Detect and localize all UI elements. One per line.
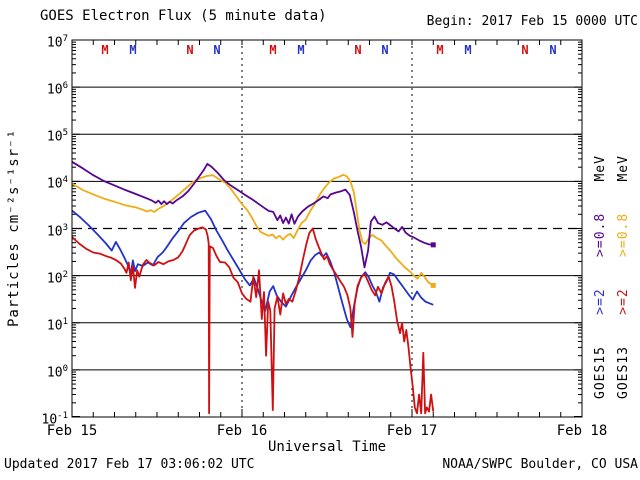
legend-goes15-ge2: >=2	[592, 288, 608, 315]
legend-goes15-ge08: >=0.8	[592, 212, 608, 257]
marker-n-goes13: N	[186, 43, 194, 57]
marker-m-goes15: M	[129, 43, 137, 57]
credit-text: NOAA/SWPC Boulder, CO USA	[442, 457, 638, 472]
series-e13_08	[71, 173, 434, 287]
plot-border	[71, 39, 583, 418]
y-tick-label: 106	[46, 81, 68, 98]
marker-m-goes13: M	[101, 43, 109, 57]
marker-n-goes15: N	[213, 43, 221, 57]
x-tick-label: Feb 18	[556, 423, 608, 439]
series-e15_08	[71, 161, 434, 269]
legend-goes15-satellite: GOES15	[592, 346, 608, 399]
updated-timestamp: Updated 2017 Feb 17 03:06:02 UTC	[4, 457, 255, 472]
y-tick-label: 102	[46, 269, 68, 286]
legend-goes15-mev: MeV	[592, 155, 608, 182]
legend-goes13-mev: MeV	[615, 155, 631, 182]
y-tick-label: 107	[46, 34, 68, 51]
y-tick-label: 104	[46, 175, 68, 192]
y-tick-label: 103	[46, 222, 68, 239]
x-tick-label: Feb 16	[216, 423, 268, 439]
series-end-marker-e13_08	[430, 282, 436, 288]
legend-goes13-ge2: >=2	[615, 288, 631, 315]
marker-n-goes13: N	[521, 43, 529, 57]
series-e13_2	[71, 226, 435, 415]
y-tick-label: 105	[46, 128, 68, 145]
x-axis-label: Universal Time	[267, 439, 387, 455]
chart-title: GOES Electron Flux (5 minute data)	[40, 8, 327, 24]
legend-goes13: GOES13 >=2 >=0.8 MeV	[615, 155, 631, 399]
marker-m-goes15: M	[464, 43, 472, 57]
marker-m-goes13: M	[436, 43, 444, 57]
legend-goes13-satellite: GOES13	[615, 346, 631, 399]
marker-m-goes15: M	[297, 43, 305, 57]
y-tick-label: 10-1	[41, 410, 69, 427]
series-end-marker-e15_08	[430, 242, 436, 248]
x-tick-label: Feb 17	[386, 423, 438, 439]
marker-n-goes13: N	[354, 43, 362, 57]
marker-n-goes15: N	[549, 43, 557, 57]
y-tick-label: 100	[46, 363, 68, 381]
legend-goes13-ge08: >=0.8	[615, 212, 631, 257]
begin-timestamp: Begin: 2017 Feb 15 0000 UTC	[426, 14, 638, 29]
x-tick-label: Feb 15	[46, 423, 98, 439]
marker-m-goes13: M	[269, 43, 277, 57]
y-tick-label: 101	[46, 316, 68, 334]
legend-goes15: GOES15 >=2 >=0.8 MeV	[592, 155, 608, 399]
marker-n-goes15: N	[381, 43, 389, 57]
